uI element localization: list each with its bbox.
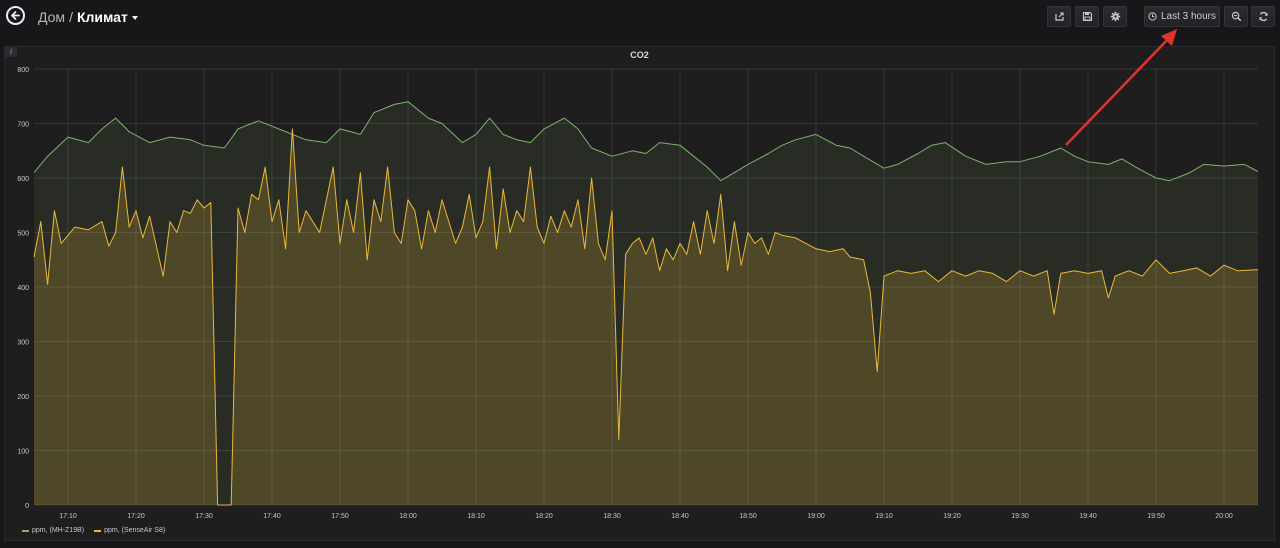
- top-navbar: Дом / Климат Last 3 hours: [0, 0, 1280, 34]
- x-tick-label: 18:00: [399, 513, 417, 520]
- legend-label: ppm, (MH-Z19B): [32, 527, 85, 534]
- x-tick-label: 19:00: [807, 513, 825, 520]
- share-button[interactable]: [1047, 6, 1071, 27]
- save-icon: [1082, 11, 1092, 22]
- x-tick-label: 17:20: [127, 513, 145, 520]
- back-button[interactable]: [6, 6, 25, 25]
- time-range-picker[interactable]: Last 3 hours: [1144, 6, 1220, 27]
- gear-icon: [1110, 11, 1120, 22]
- x-tick-label: 19:10: [875, 513, 893, 520]
- x-tick-label: 18:30: [603, 513, 621, 520]
- legend-item-mhz19b[interactable]: ppm, (MH-Z19B): [22, 527, 84, 534]
- zoom-out-icon: [1231, 11, 1241, 22]
- series-area: [34, 128, 1258, 505]
- settings-button[interactable]: [1103, 6, 1127, 27]
- chart-legend: ppm, (MH-Z19B) ppm, (SenseAir S8): [22, 527, 165, 534]
- refresh-icon: [1258, 11, 1268, 22]
- refresh-button[interactable]: [1251, 6, 1275, 27]
- legend-swatch-yellow: [94, 529, 102, 532]
- series-line: [33, 128, 1259, 506]
- y-tick-label: 200: [17, 394, 29, 401]
- save-button[interactable]: [1075, 6, 1099, 27]
- legend-label: ppm, (SenseAir S8): [104, 527, 166, 534]
- x-tick-label: 18:40: [671, 513, 689, 520]
- x-tick-label: 19:50: [1147, 513, 1165, 520]
- x-tick-label: 19:30: [1011, 513, 1029, 520]
- breadcrumb-separator: /: [69, 9, 73, 25]
- legend-item-senseair-s8[interactable]: ppm, (SenseAir S8): [94, 527, 165, 534]
- share-icon: [1054, 12, 1064, 21]
- chevron-down-icon[interactable]: [131, 16, 138, 21]
- x-tick-label: 17:10: [59, 513, 77, 520]
- y-tick-label: 500: [17, 231, 29, 238]
- x-tick-label: 17:40: [263, 513, 281, 520]
- series-area: [34, 101, 1258, 505]
- x-tick-label: 19:40: [1079, 513, 1097, 520]
- x-tick-label: 17:30: [195, 513, 213, 520]
- panel-info-icon[interactable]: i: [5, 47, 17, 57]
- arrow-left-icon: [11, 11, 20, 20]
- legend-swatch-green: [22, 529, 29, 532]
- clock-icon: [1148, 12, 1157, 21]
- time-range-label: Last 3 hours: [1160, 11, 1217, 22]
- y-tick-label: 0: [25, 503, 29, 510]
- x-tick-label: 18:20: [535, 513, 553, 520]
- x-tick-label: 17:50: [331, 513, 349, 520]
- panel-title[interactable]: CO2: [630, 50, 649, 60]
- x-tick-label: 18:50: [739, 513, 757, 520]
- y-tick-label: 100: [17, 449, 29, 456]
- co2-chart[interactable]: 0 100 200 300 400 500 600 700 800 17:10 17:20 17:30…: [5, 47, 1274, 540]
- y-tick-label: 600: [17, 176, 29, 183]
- dashboard-title[interactable]: Климат: [76, 9, 128, 25]
- zoom-out-button[interactable]: [1224, 6, 1248, 27]
- co2-panel: i CO2 0 100 200 300 400 500 600 700 800 17:10 17:2…: [4, 46, 1275, 541]
- y-tick-label: 700: [17, 122, 29, 129]
- breadcrumb: Дом / Климат: [38, 8, 138, 26]
- x-tick-label: 20:00: [1215, 513, 1233, 520]
- y-tick-label: 300: [17, 340, 29, 347]
- x-tick-label: 19:20: [943, 513, 961, 520]
- breadcrumb-home[interactable]: Дом: [38, 9, 66, 25]
- x-tick-label: 18:10: [467, 513, 485, 520]
- y-tick-label: 800: [17, 67, 29, 74]
- y-tick-label: 400: [17, 285, 29, 292]
- series-line: [33, 101, 1259, 182]
